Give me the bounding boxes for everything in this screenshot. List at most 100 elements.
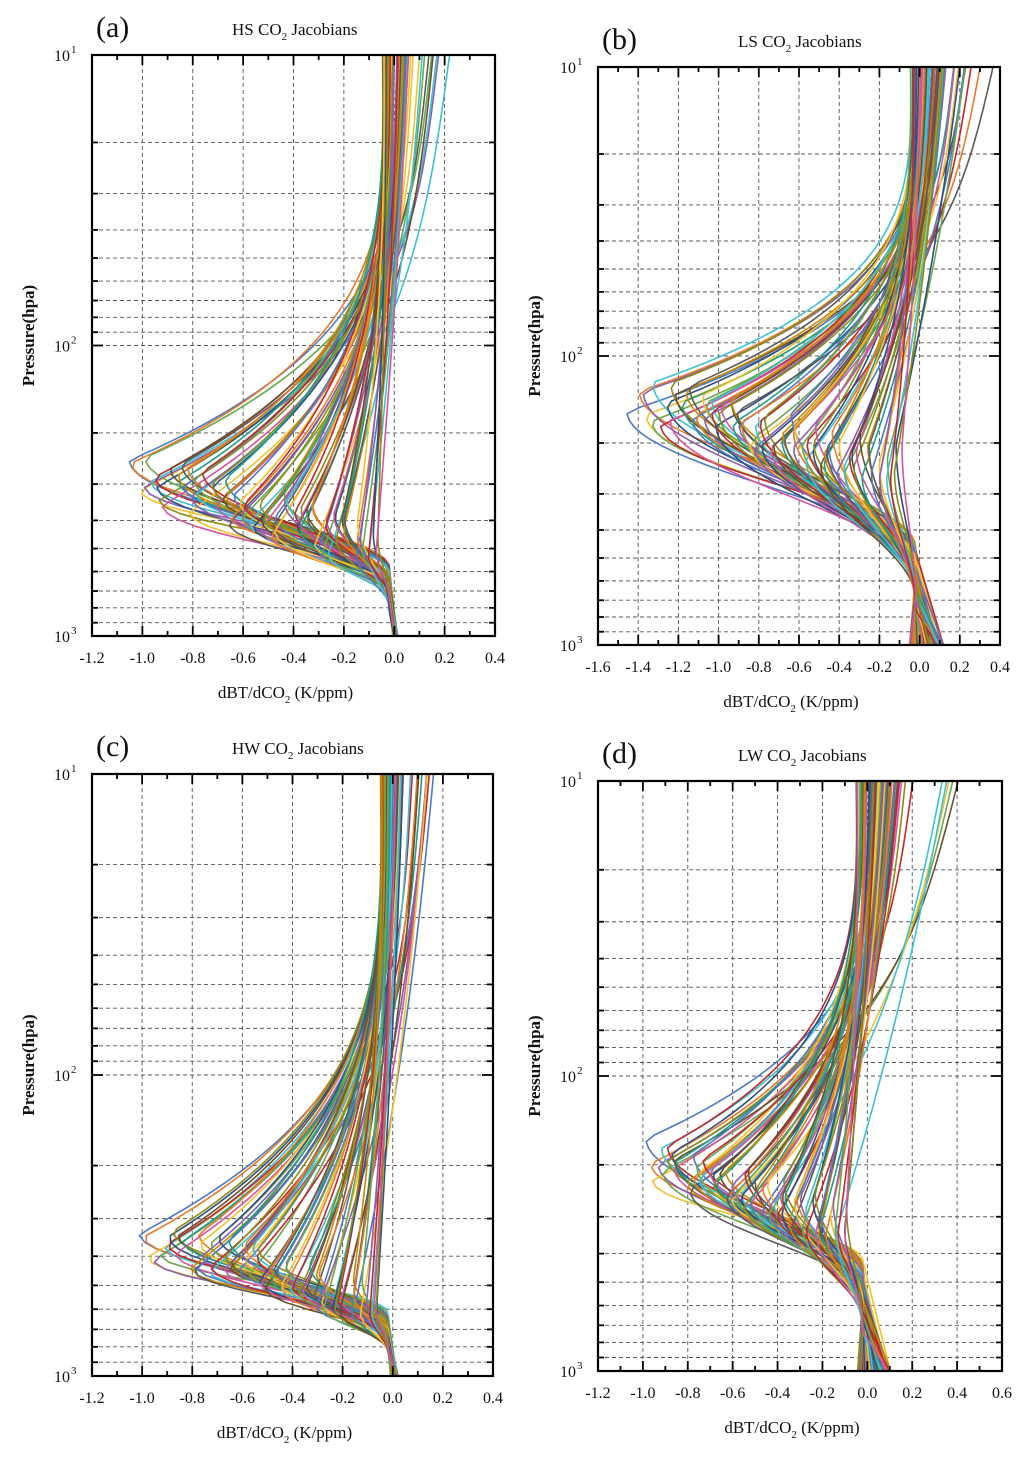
x-tick-label: -0.4	[827, 659, 852, 676]
y-axis-label: Pressure(hpa)	[525, 295, 544, 396]
y-tick-exponent: 2	[71, 1064, 77, 1076]
x-tick-label: -1.2	[79, 650, 104, 667]
x-tick-label: -0.8	[675, 1385, 700, 1402]
y-tick-exponent: 2	[71, 335, 77, 347]
jacobian-curve	[835, 781, 948, 1371]
y-tick-exponent: 2	[577, 1065, 583, 1077]
y-tick-exponent: 3	[71, 1365, 77, 1377]
x-tick-label: -1.0	[630, 1385, 655, 1402]
jacobian-curve	[793, 781, 881, 1371]
jacobian-curve	[889, 67, 938, 645]
jacobian-curve	[325, 55, 396, 636]
series-lines	[128, 55, 451, 636]
x-tick-label: -1.4	[626, 659, 651, 676]
x-tick-label: -0.4	[281, 650, 306, 667]
y-tick-exponent: 3	[577, 1360, 583, 1372]
panel-b: -1.6 -1.4 -1.2 -1.0 -0.8 -0.6 -0.4 -0.2 0.0 0.2 0.…	[525, 23, 1010, 715]
x-tick-label: -0.8	[746, 659, 771, 676]
x-tick-label: 0.0	[383, 1390, 403, 1407]
x-tick-label: -1.0	[706, 659, 731, 676]
jacobian-curve	[368, 55, 399, 636]
jacobian-curve	[334, 774, 397, 1376]
x-tick-label: 0.4	[947, 1385, 967, 1402]
x-tick-label: -1.0	[129, 1390, 154, 1407]
panel-letter: (a)	[96, 11, 129, 44]
y-tick-exponent: 3	[577, 634, 583, 646]
x-tick-label: -1.2	[666, 659, 691, 676]
x-tick-label: 0.2	[902, 1385, 922, 1402]
jacobian-curve	[844, 781, 889, 1371]
y-tick-exponent: 1	[577, 56, 583, 68]
x-tick-label: -0.6	[786, 659, 811, 676]
y-tick-exponent: 1	[577, 770, 583, 782]
x-tick-label: -0.4	[280, 1390, 305, 1407]
jacobian-curve	[341, 55, 395, 636]
y-tick-label: 10	[54, 767, 70, 784]
x-tick-label: -1.2	[585, 1385, 610, 1402]
y-tick-label: 10	[560, 1069, 576, 1086]
y-tick-exponent: 1	[71, 44, 77, 56]
jacobian-curve	[371, 774, 402, 1376]
x-tick-label: -0.2	[331, 650, 356, 667]
panel-a: -1.2 -1.0 -0.8 -0.6 -0.4 -0.2 0.0 0.2 0.410 110 21…	[19, 11, 505, 706]
jacobian-curve	[846, 781, 874, 1371]
y-tick-label: 10	[560, 774, 576, 791]
x-tick-label: 0.4	[990, 659, 1010, 676]
x-tick-label: -0.6	[230, 1390, 255, 1407]
x-tick-label: -0.2	[330, 1390, 355, 1407]
jacobian-curve	[893, 67, 944, 645]
jacobian-curve	[359, 774, 429, 1376]
axis-ticks	[91, 773, 494, 1377]
y-tick-exponent: 3	[71, 625, 77, 637]
y-axis-label: Pressure(hpa)	[19, 1014, 38, 1115]
jacobian-curve	[339, 774, 420, 1376]
y-tick-label: 10	[54, 1369, 70, 1386]
grid	[598, 67, 1000, 645]
panel-title: HS CO2 Jacobians	[232, 20, 357, 43]
x-tick-label: -0.6	[720, 1385, 745, 1402]
x-tick-label: -0.8	[180, 650, 205, 667]
x-tick-label: 0.2	[433, 1390, 453, 1407]
y-tick-exponent: 2	[577, 345, 583, 357]
panel-d: -1.2 -1.0 -0.8 -0.6 -0.4 -0.2 0.0 0.2 0.4 0.610 11…	[525, 737, 1012, 1441]
y-axis-label: Pressure(hpa)	[525, 1015, 544, 1116]
axis-ticks	[91, 54, 496, 637]
x-axis-label: dBT/dCO2 (K/ppm)	[724, 1418, 859, 1441]
series-lines	[645, 781, 960, 1371]
y-tick-label: 10	[54, 339, 70, 356]
y-tick-label: 10	[54, 48, 70, 65]
y-tick-label: 10	[560, 349, 576, 366]
jacobian-curve	[901, 67, 922, 645]
x-tick-label: -0.8	[180, 1390, 205, 1407]
panel-c: -1.2 -1.0 -0.8 -0.6 -0.4 -0.2 0.0 0.2 0.410 110 21…	[19, 730, 503, 1446]
panel-title: HW CO2 Jacobians	[232, 739, 364, 762]
x-tick-label: 0.2	[950, 659, 970, 676]
series-lines	[138, 774, 435, 1376]
jacobian-curve	[373, 774, 397, 1376]
x-axis-label: dBT/dCO2 (K/ppm)	[218, 683, 353, 706]
jacobian-curve	[375, 55, 410, 636]
y-axis-label: Pressure(hpa)	[19, 285, 38, 386]
panel-title: LW CO2 Jacobians	[738, 746, 867, 769]
x-tick-label: -0.2	[810, 1385, 835, 1402]
x-axis-label: dBT/dCO2 (K/ppm)	[217, 1423, 352, 1446]
x-tick-label: -0.2	[867, 659, 892, 676]
jacobian-curve	[361, 774, 392, 1376]
axis-ticks	[597, 66, 1001, 646]
x-tick-label: -1.0	[130, 650, 155, 667]
y-tick-label: 10	[54, 1068, 70, 1085]
y-tick-label: 10	[560, 60, 576, 77]
panel-letter: (d)	[602, 737, 637, 770]
jacobian-curve	[291, 774, 397, 1376]
panel-title: LS CO2 Jacobians	[738, 32, 862, 55]
jacobian-curve	[252, 774, 397, 1376]
jacobian-curve	[318, 774, 419, 1376]
panel-letter: (c)	[96, 730, 129, 763]
x-tick-label: -0.6	[230, 650, 255, 667]
x-tick-label: 0.6	[992, 1385, 1012, 1402]
x-tick-label: -0.4	[765, 1385, 790, 1402]
jacobian-curve	[334, 774, 398, 1376]
y-tick-label: 10	[560, 1364, 576, 1381]
jacobian-curve	[372, 55, 395, 636]
x-tick-label: -1.6	[585, 659, 610, 676]
